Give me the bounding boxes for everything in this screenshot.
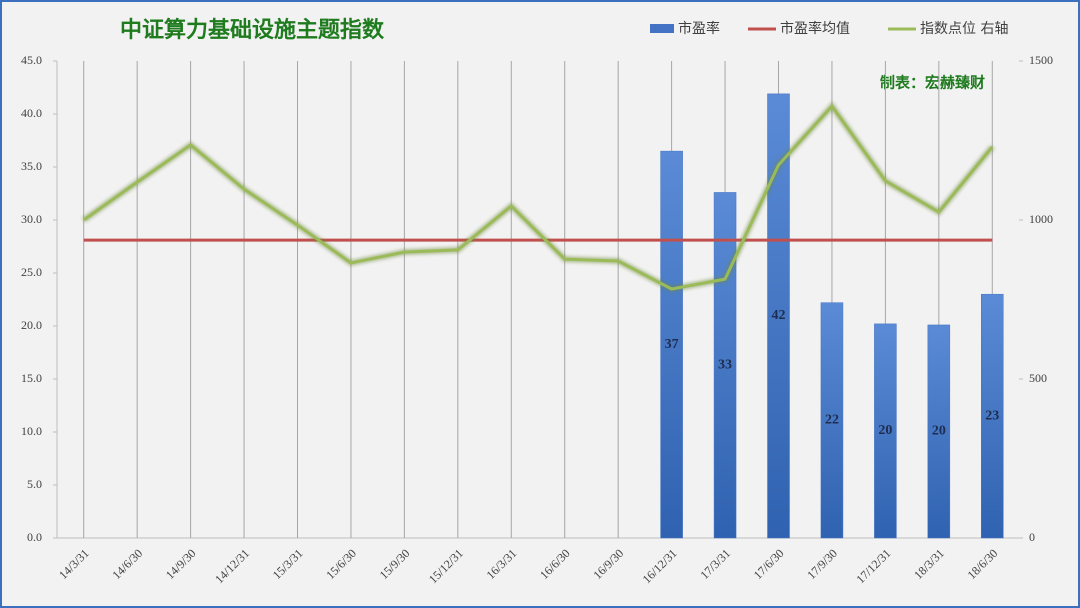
y-tick-label: 30.0 [21, 212, 42, 226]
value-label: 42 [772, 308, 786, 323]
legend-label: 市盈率 [678, 20, 720, 37]
value-label: 23 [985, 408, 999, 423]
y-tick-label: 35.0 [21, 159, 42, 173]
y2-tick-label: 0 [1029, 530, 1035, 544]
bar [981, 293, 1004, 539]
value-label: 22 [825, 413, 839, 428]
y-tick-label: 5.0 [27, 477, 42, 491]
bar [820, 302, 844, 539]
y2-tick-label: 1000 [1029, 212, 1053, 226]
value-label: 37 [665, 337, 679, 352]
chart-title: 中证算力基础设施主题指数 [120, 17, 385, 43]
annotation: 制表：宏赫臻财 [880, 74, 985, 92]
value-label: 20 [932, 424, 946, 439]
y-tick-label: 0.0 [27, 530, 42, 544]
y-tick-label: 10.0 [21, 424, 42, 438]
legend-label: 指数点位 右轴 [920, 21, 1008, 37]
value-label: 20 [878, 423, 892, 438]
legend-swatch [650, 24, 674, 33]
value-label: 33 [718, 357, 732, 372]
line [82, 104, 994, 291]
legend-label: 市盈率均值 [780, 20, 850, 37]
y-tick-label: 20.0 [21, 318, 42, 332]
y-tick-label: 25.0 [21, 265, 42, 279]
y2-tick-label: 500 [1029, 371, 1047, 385]
y2-tick-label: 1500 [1029, 53, 1053, 67]
y-tick-label: 40.0 [21, 106, 42, 120]
bar [927, 324, 951, 539]
bar [660, 150, 683, 539]
bar [767, 93, 790, 539]
bar [874, 323, 897, 539]
y-tick-label: 15.0 [21, 371, 42, 385]
y-tick-label: 45.0 [21, 53, 42, 67]
